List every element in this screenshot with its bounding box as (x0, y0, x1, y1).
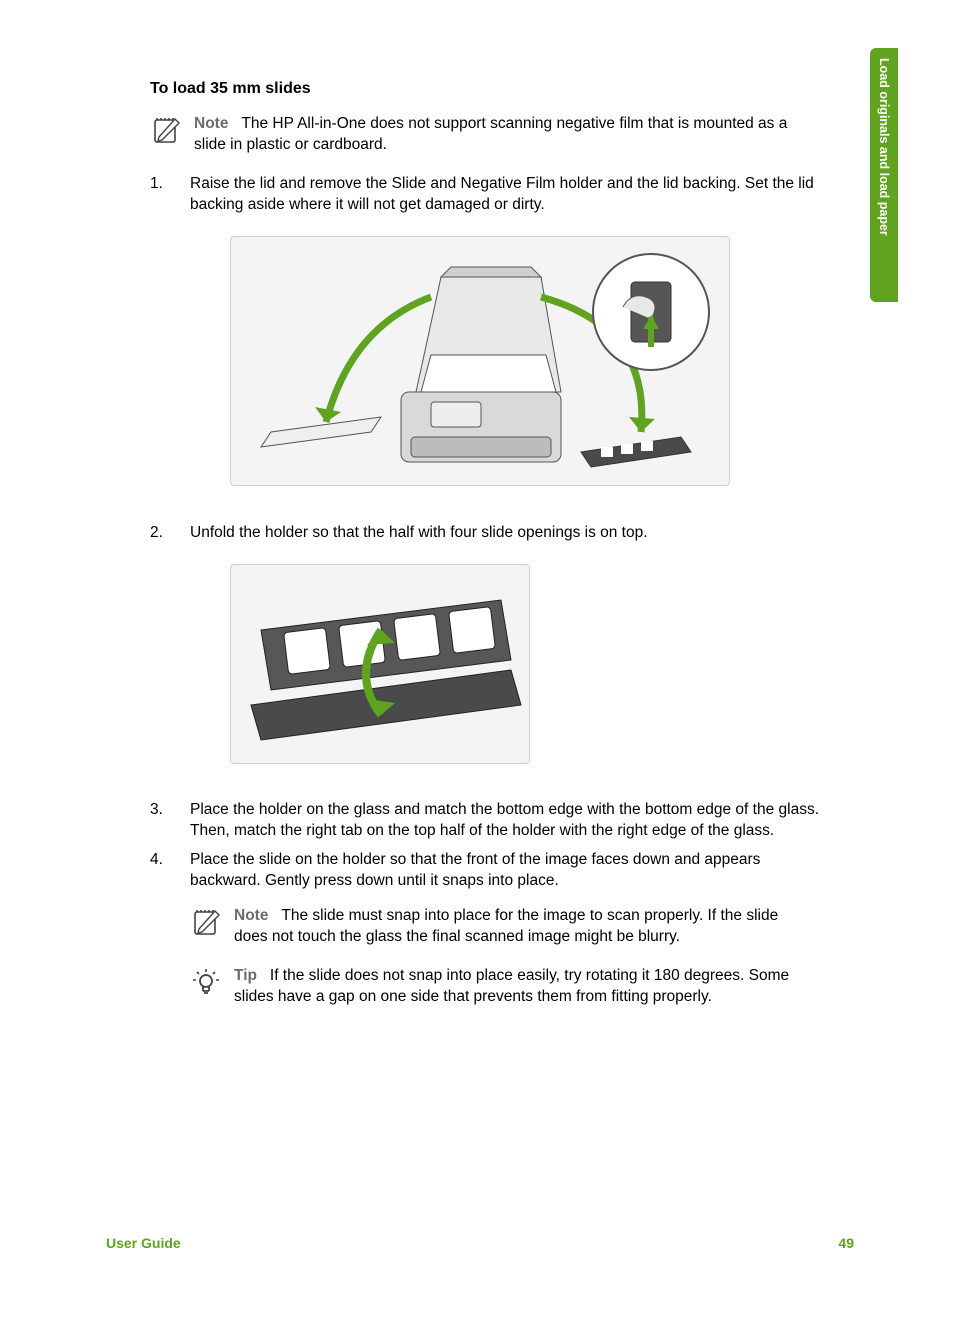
step-text: Raise the lid and remove the Slide and N… (190, 175, 814, 213)
document-page: To load 35 mm slides Note The HP All-in-… (0, 0, 954, 1321)
figure-2-image: Slide holder unfolded with four openings… (230, 564, 530, 764)
step-text: Place the slide on the holder so that th… (190, 851, 760, 889)
tip-callout: Tip If the slide does not snap into plac… (190, 966, 834, 1008)
note-callout: Note The HP All-in-One does not support … (150, 114, 834, 156)
step-item: Place the holder on the glass and match … (150, 800, 834, 842)
footer-left: User Guide (106, 1235, 181, 1251)
step-text: Unfold the holder so that the half with … (190, 524, 648, 541)
lightbulb-icon (190, 966, 222, 998)
note-text: The slide must snap into place for the i… (234, 907, 778, 945)
steps-list: Raise the lid and remove the Slide and N… (150, 174, 834, 1008)
step-item: Raise the lid and remove the Slide and N… (150, 174, 834, 493)
note-label: Note (194, 115, 228, 132)
step-item: Place the slide on the holder so that th… (150, 850, 834, 1008)
figure-1-image: Printer with lid raised, green arrows sh… (230, 236, 730, 486)
tip-label: Tip (234, 967, 257, 984)
figure-2: Slide holder unfolded with four openings… (230, 564, 834, 771)
section-title: To load 35 mm slides (150, 80, 834, 98)
footer-page-number: 49 (838, 1235, 854, 1251)
step-item: Unfold the holder so that the half with … (150, 523, 834, 771)
note-icon (190, 906, 222, 938)
step-text: Place the holder on the glass and match … (190, 801, 819, 839)
note-icon (150, 114, 182, 146)
figure-1: Printer with lid raised, green arrows sh… (230, 236, 834, 493)
note-body: Note The slide must snap into place for … (234, 906, 814, 948)
note-text: The HP All-in-One does not support scann… (194, 115, 787, 153)
note-callout: Note The slide must snap into place for … (190, 906, 834, 948)
tip-body: Tip If the slide does not snap into plac… (234, 966, 814, 1008)
note-body: Note The HP All-in-One does not support … (194, 114, 814, 156)
tip-text: If the slide does not snap into place ea… (234, 967, 789, 1005)
page-footer: User Guide 49 (106, 1235, 854, 1251)
note-label: Note (234, 907, 268, 924)
